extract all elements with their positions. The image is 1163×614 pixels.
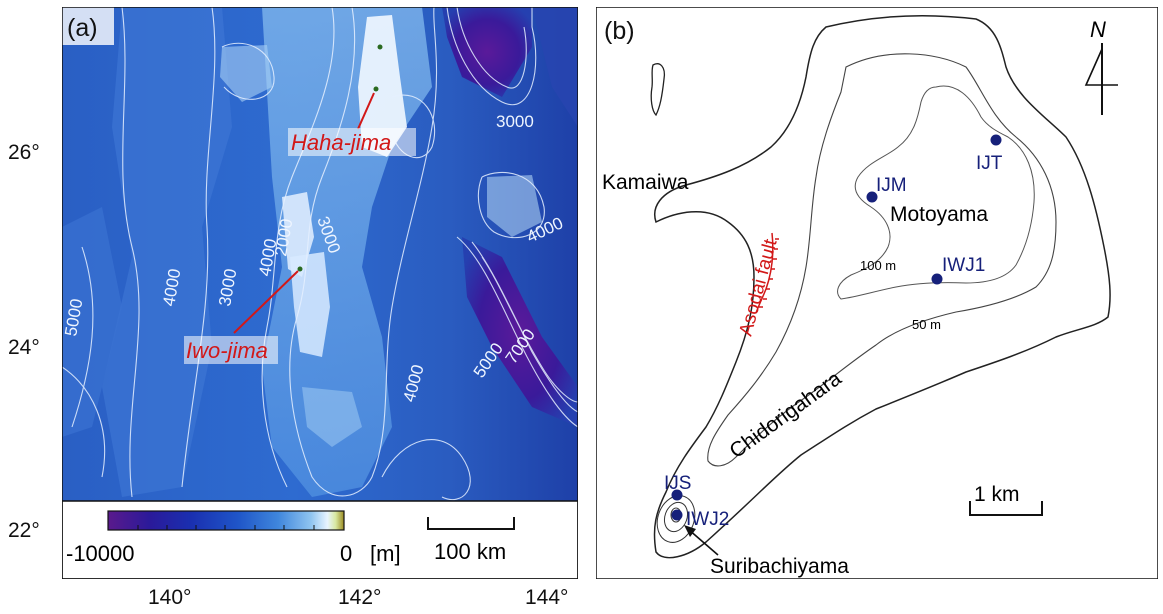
haha-jima-leader — [357, 92, 375, 130]
contour-label-50m: 50 m — [912, 317, 941, 332]
station-markers: IJT IJM IWJ1 IJS IWJ2 — [664, 134, 1003, 530]
lon-tick: 140° — [148, 586, 192, 609]
station-label-iwj2: IWJ2 — [686, 509, 729, 530]
haha-jima-summit — [358, 15, 407, 157]
contour-label: 3000 — [496, 112, 534, 131]
bathymetry-map: 3000 3000 4000 2000 3000 4000 5000 5000 … — [61, 6, 579, 580]
colorbar — [107, 510, 345, 531]
panel-label-b: (b) — [604, 17, 635, 45]
scale-label-a: 100 km — [434, 539, 506, 564]
lat-tick: 22° — [8, 519, 40, 542]
lon-tick: 144° — [525, 586, 569, 609]
station-label-ijs: IJS — [664, 473, 691, 494]
lon-tick: 142° — [338, 586, 382, 609]
island-map: (b) N Asodai fault Kamaiwa Motoyama — [595, 6, 1159, 580]
island-marker — [377, 44, 383, 50]
station-label-ijt: IJT — [976, 153, 1003, 174]
colorbar-max-label: 0 — [340, 541, 352, 566]
lat-tick: 24° — [8, 336, 40, 359]
iwo-jima-summit — [290, 252, 330, 357]
legend-box: -10000 0 [m] 100 km — [61, 500, 579, 580]
iwo-jima-label: Iwo-jima — [186, 338, 268, 363]
contour-50m — [707, 53, 1057, 467]
island-marker — [373, 86, 379, 92]
north-label: N — [1090, 17, 1106, 42]
coastline — [653, 14, 1111, 559]
station-label-ijm: IJM — [876, 175, 907, 196]
station-marker-iwj1 — [931, 273, 943, 285]
lat-tick: 26° — [8, 141, 40, 164]
contour-lines — [61, 6, 579, 501]
trench-north — [442, 7, 532, 97]
haha-jima-label: Haha-jima — [291, 130, 391, 155]
asodai-fault — [755, 232, 779, 314]
station-marker-ijm — [866, 191, 878, 203]
contour-100m — [837, 85, 1035, 300]
place-label-kamaiwa: Kamaiwa — [602, 171, 689, 194]
station-marker-ijs — [671, 489, 683, 501]
north-arrow: N — [1084, 17, 1118, 115]
island-marker — [297, 266, 303, 272]
suribachi-arrow — [684, 525, 696, 537]
bathymetry-map-panel: 3000 3000 4000 2000 3000 4000 5000 5000 … — [61, 6, 579, 580]
iwo-jima-leader — [233, 270, 299, 334]
scale-label-b: 1 km — [974, 483, 1020, 506]
station-marker-iwj2 — [671, 509, 683, 521]
islet — [650, 63, 666, 117]
panel-label-a: (a) — [67, 14, 98, 42]
island-map-panel: (b) N Asodai fault Kamaiwa Motoyama — [595, 6, 1159, 580]
western-ridge — [102, 7, 232, 497]
contour-label-100m: 100 m — [860, 258, 896, 273]
scale-bar-b — [969, 501, 1043, 516]
station-marker-ijt — [990, 134, 1002, 146]
scale-bar-a — [427, 517, 515, 530]
colorbar-ticks — [137, 525, 315, 530]
place-label-suribachiyama: Suribachiyama — [710, 555, 849, 578]
colorbar-min-label: -10000 — [66, 541, 135, 566]
colorbar-unit: [m] — [370, 541, 401, 566]
station-label-iwj1: IWJ1 — [942, 255, 985, 276]
suribachi-contours — [656, 495, 696, 543]
place-label-motoyama: Motoyama — [890, 203, 988, 226]
